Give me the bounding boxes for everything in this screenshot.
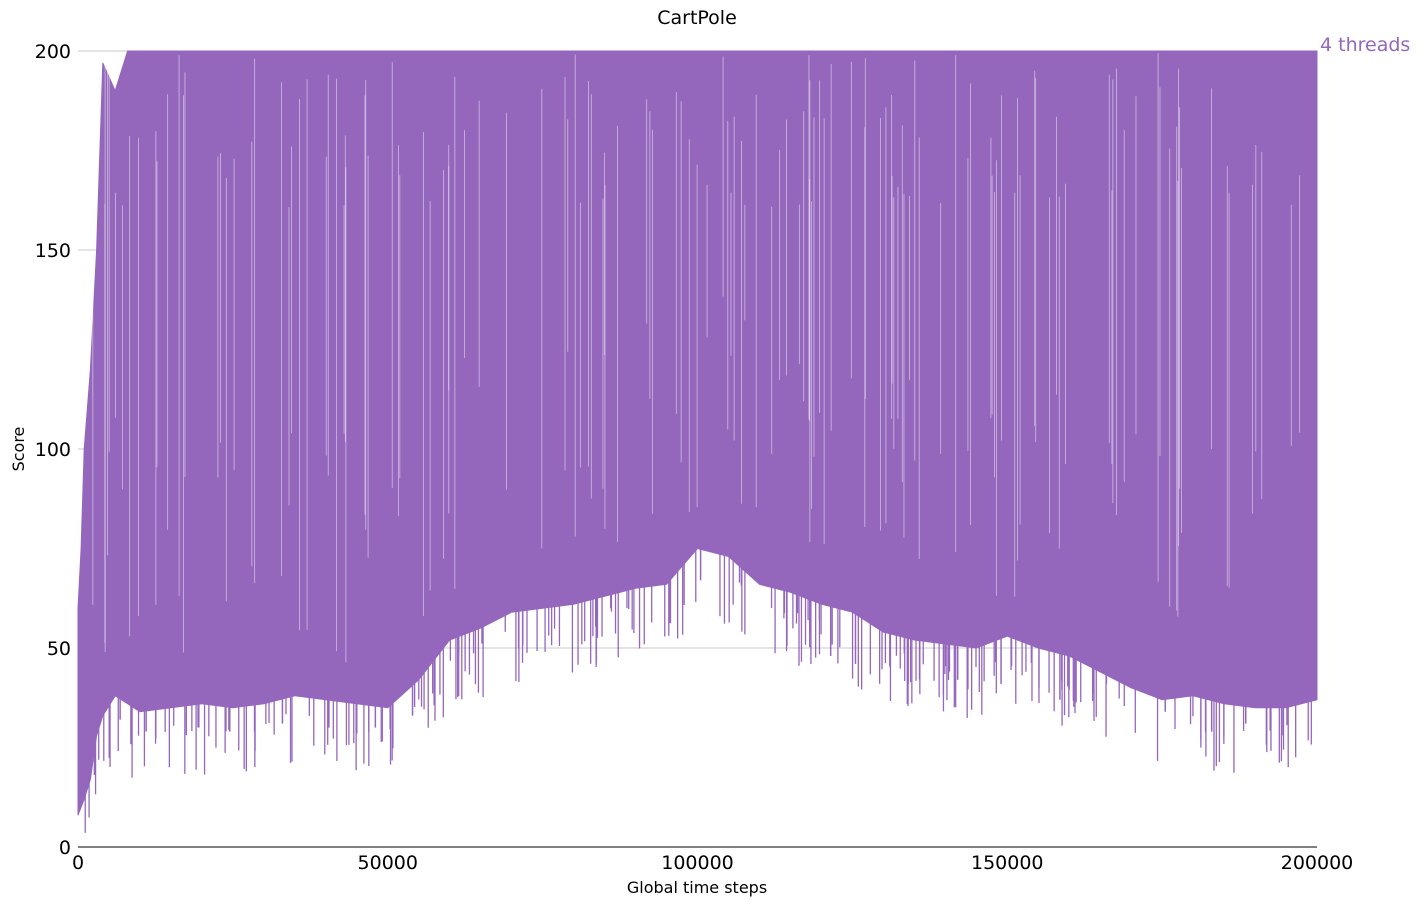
x-tick-label: 0: [72, 852, 84, 874]
y-tick-labels: 0 50 100 150 200: [35, 41, 71, 859]
chart-title: CartPole: [657, 7, 737, 29]
y-tick-label: 200: [35, 41, 71, 63]
x-tick-label: 100000: [661, 852, 734, 874]
x-tick-label: 50000: [358, 852, 418, 874]
x-tick-labels: 0 50000 100000 150000 200000: [72, 852, 1353, 874]
y-axis-label: Score: [9, 427, 28, 472]
x-tick-label: 150000: [971, 852, 1044, 874]
series-gaps: [92, 52, 1301, 663]
series-area: [77, 50, 1318, 833]
y-tick-label: 0: [59, 837, 71, 859]
x-tick-label: 200000: [1281, 852, 1354, 874]
legend-series-label: 4 threads: [1320, 34, 1410, 56]
y-tick-label: 150: [35, 240, 71, 262]
y-tick-label: 100: [35, 439, 71, 461]
y-tick-label: 50: [47, 638, 71, 660]
series-spikes-4-threads: [84, 541, 1317, 833]
x-axis-label: Global time steps: [627, 878, 767, 897]
